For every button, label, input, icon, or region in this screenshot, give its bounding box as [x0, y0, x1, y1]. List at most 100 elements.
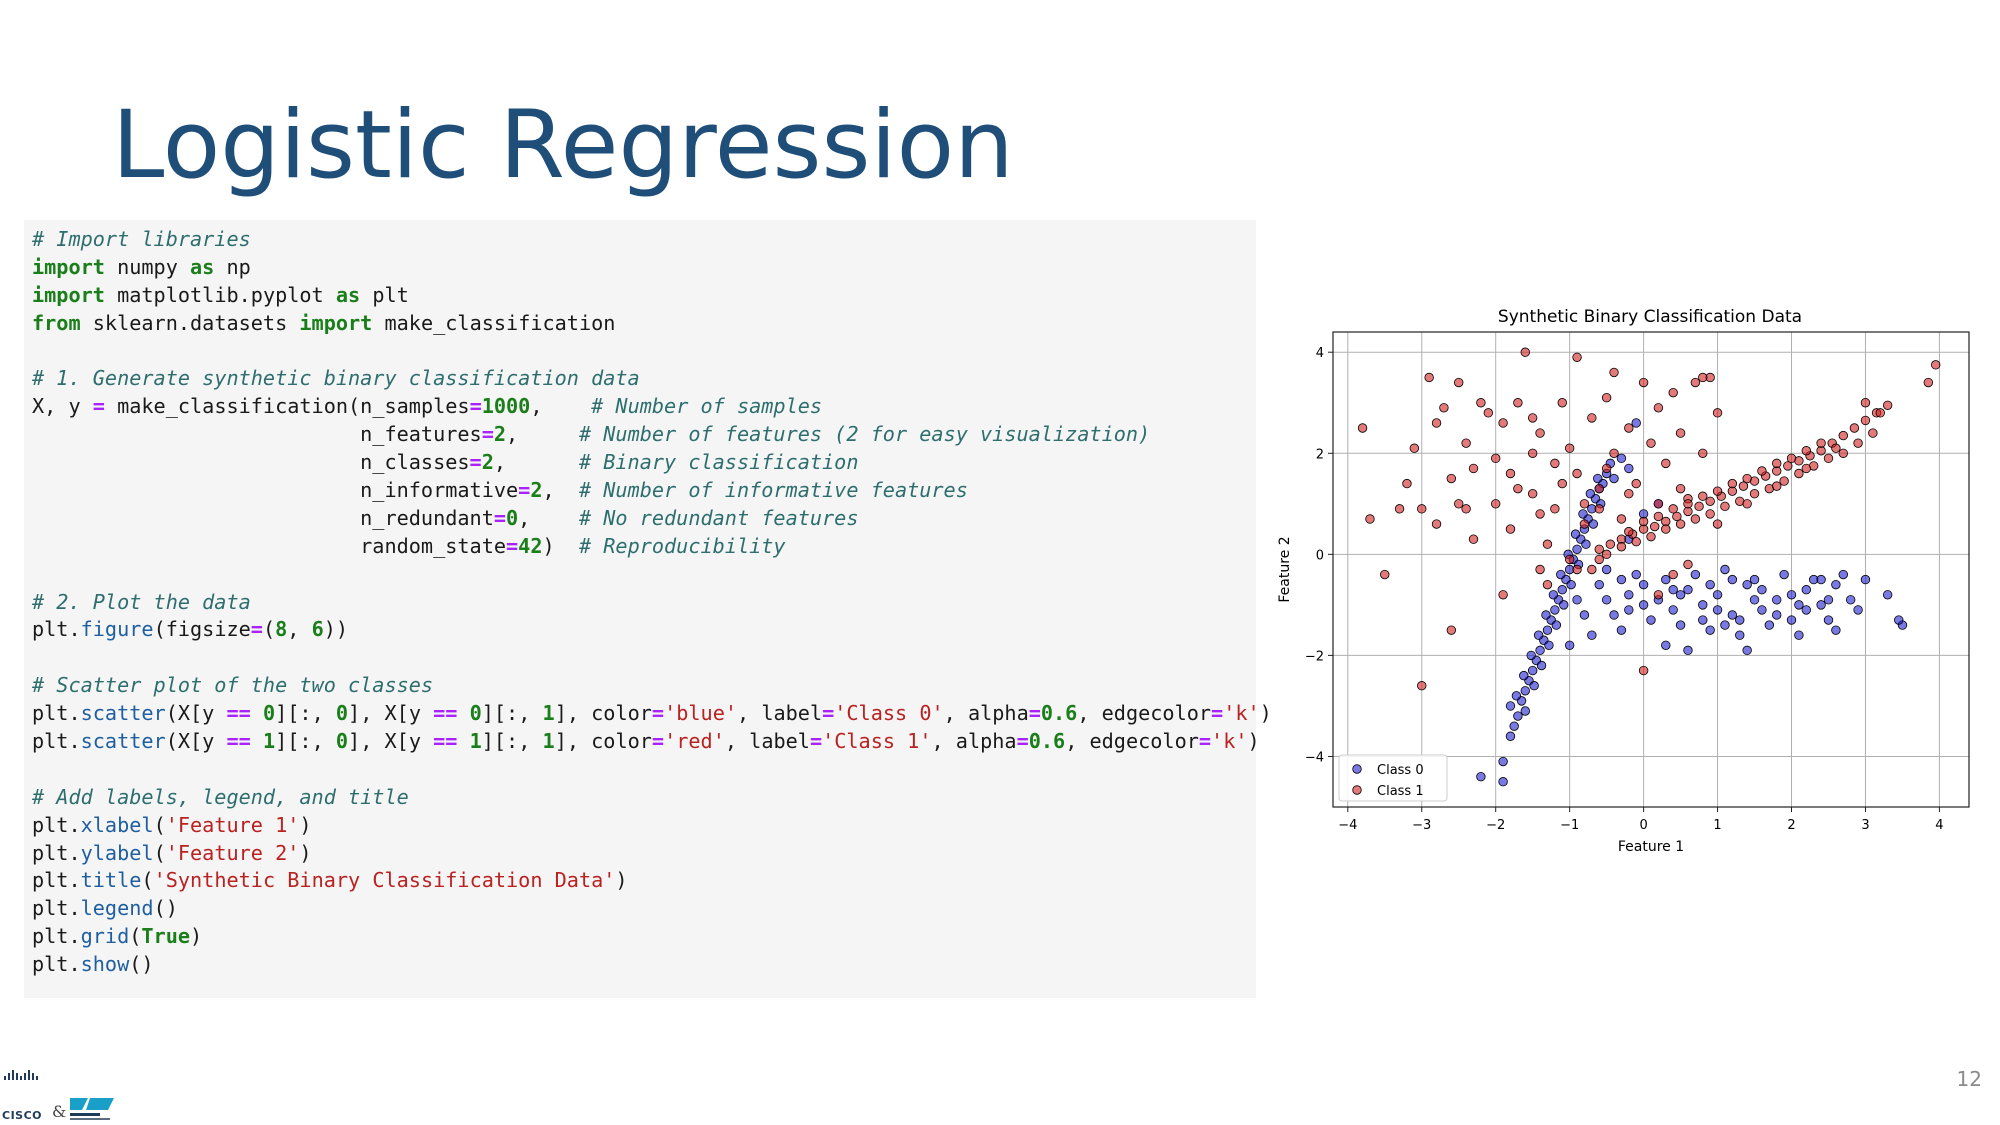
class-1-point: [1394, 504, 1405, 514]
legend-label: Class 0: [1377, 763, 1424, 778]
class-0-point: [1511, 691, 1522, 701]
class-1-point: [1564, 443, 1575, 453]
class-1-point: [1601, 392, 1612, 403]
class-0-point: [1542, 625, 1553, 635]
class-0-point: [1544, 640, 1554, 650]
code-token: , edgecolor: [1065, 729, 1199, 754]
class-1-point: [1520, 347, 1530, 357]
class-1-point: [1527, 413, 1538, 423]
code-token: # 1. Generate synthetic binary classific…: [32, 366, 640, 391]
class-1-point: [1668, 387, 1678, 398]
code-token: scatter: [80, 701, 166, 726]
class-1-point: [1624, 526, 1634, 537]
code-line: plt.grid(True): [32, 923, 1256, 951]
class-0-point: [1742, 579, 1752, 590]
code-token: 0.6: [1028, 729, 1066, 754]
code-token: ): [615, 868, 628, 893]
x-tick-label: 1: [1713, 818, 1721, 833]
class-1-point: [1535, 428, 1545, 438]
code-token: 8: [275, 617, 288, 642]
code-token: ][:,: [275, 729, 336, 754]
class-0-point: [1860, 574, 1871, 585]
class-1-point: [1727, 478, 1738, 489]
code-token: =: [250, 617, 263, 642]
code-line: # Scatter plot of the two classes: [32, 672, 1256, 700]
code-token: # Scatter plot of the two classes: [32, 673, 434, 698]
code-token: show: [80, 952, 130, 977]
class-1-point: [1461, 504, 1471, 514]
class-1-point: [1712, 486, 1723, 496]
page-number: 12: [1956, 1067, 1982, 1091]
class-1-point: [1705, 496, 1715, 506]
code-token: True: [141, 924, 191, 949]
class-0-point: [1772, 610, 1782, 620]
class-1-point: [1550, 458, 1560, 469]
class-1-point: [1594, 483, 1604, 494]
code-token: [251, 701, 263, 725]
class-1-point: [1505, 468, 1516, 479]
code-token: 'k': [1211, 729, 1248, 754]
class-1-point: [1675, 428, 1686, 438]
class-0-point: [1631, 418, 1641, 428]
class-1-point: [1783, 461, 1793, 471]
class-0-point: [1853, 605, 1863, 615]
class-1-point: [1594, 504, 1604, 514]
class-1-point: [1446, 473, 1457, 484]
code-token: (): [129, 952, 154, 977]
chart-title: Synthetic Binary Classification Data: [1498, 307, 1802, 327]
class-0-point: [1779, 569, 1789, 580]
class-1-point: [1609, 448, 1619, 458]
code-token: # Import libraries: [32, 227, 251, 251]
class-1-point: [1698, 491, 1708, 501]
class-1-point: [1601, 549, 1612, 560]
class-1-point: [1772, 458, 1782, 469]
x-tick-label: −1: [1560, 818, 1579, 833]
class-1-point: [1638, 665, 1649, 676]
code-token: 1: [542, 729, 555, 754]
class-0-point: [1631, 569, 1641, 580]
code-line: plt.show(): [32, 951, 1256, 979]
class-1-point: [1649, 521, 1660, 532]
code-token: 'blue': [664, 701, 738, 726]
class-1-point: [1698, 372, 1708, 383]
code-token: plt.: [32, 952, 81, 977]
class-1-point: [1380, 569, 1390, 580]
class-1-point: [1853, 438, 1863, 448]
class-0-point: [1498, 777, 1508, 787]
class-1-point: [1439, 403, 1449, 413]
class-1-point: [1431, 418, 1442, 428]
class-1-point: [1587, 564, 1597, 575]
class-1-point: [1875, 408, 1885, 418]
class-0-point: [1749, 595, 1760, 605]
class-0-point: [1675, 620, 1686, 630]
class-1-point: [1786, 453, 1797, 464]
code-token: numpy: [104, 254, 191, 279]
class-0-point: [1816, 574, 1826, 585]
class-1-point: [1683, 499, 1693, 509]
code-token: 'Class 1': [822, 729, 932, 754]
class-1-point: [1624, 489, 1634, 499]
x-tick-label: 0: [1639, 818, 1647, 833]
code-token: 2: [481, 450, 494, 475]
class-1-point: [1557, 398, 1567, 408]
cisco-logo-text: CISCO: [2, 1109, 43, 1122]
class-0-point: [1566, 579, 1576, 590]
class-1-point: [1490, 453, 1501, 464]
class-1-point: [1513, 398, 1523, 408]
class-1-point: [1838, 448, 1848, 458]
class-1-point: [1794, 468, 1804, 479]
class-0-point: [1570, 529, 1581, 539]
class-1-point: [1801, 463, 1812, 474]
code-token: ): [542, 533, 579, 558]
class-1-point: [1738, 481, 1749, 491]
code-token: ): [1259, 701, 1272, 726]
class-0-point: [1668, 585, 1678, 595]
class-0-point: [1601, 595, 1612, 605]
code-token: ==: [433, 729, 458, 754]
class-0-point: [1757, 585, 1767, 595]
class-1-point: [1357, 423, 1368, 433]
code-line: plt.scatter(X[y == 1][:, 0], X[y == 1][:…: [32, 728, 1260, 756]
class-0-point: [1735, 615, 1745, 625]
code-token: (X[y: [165, 701, 227, 726]
class-0-point: [1831, 625, 1841, 635]
